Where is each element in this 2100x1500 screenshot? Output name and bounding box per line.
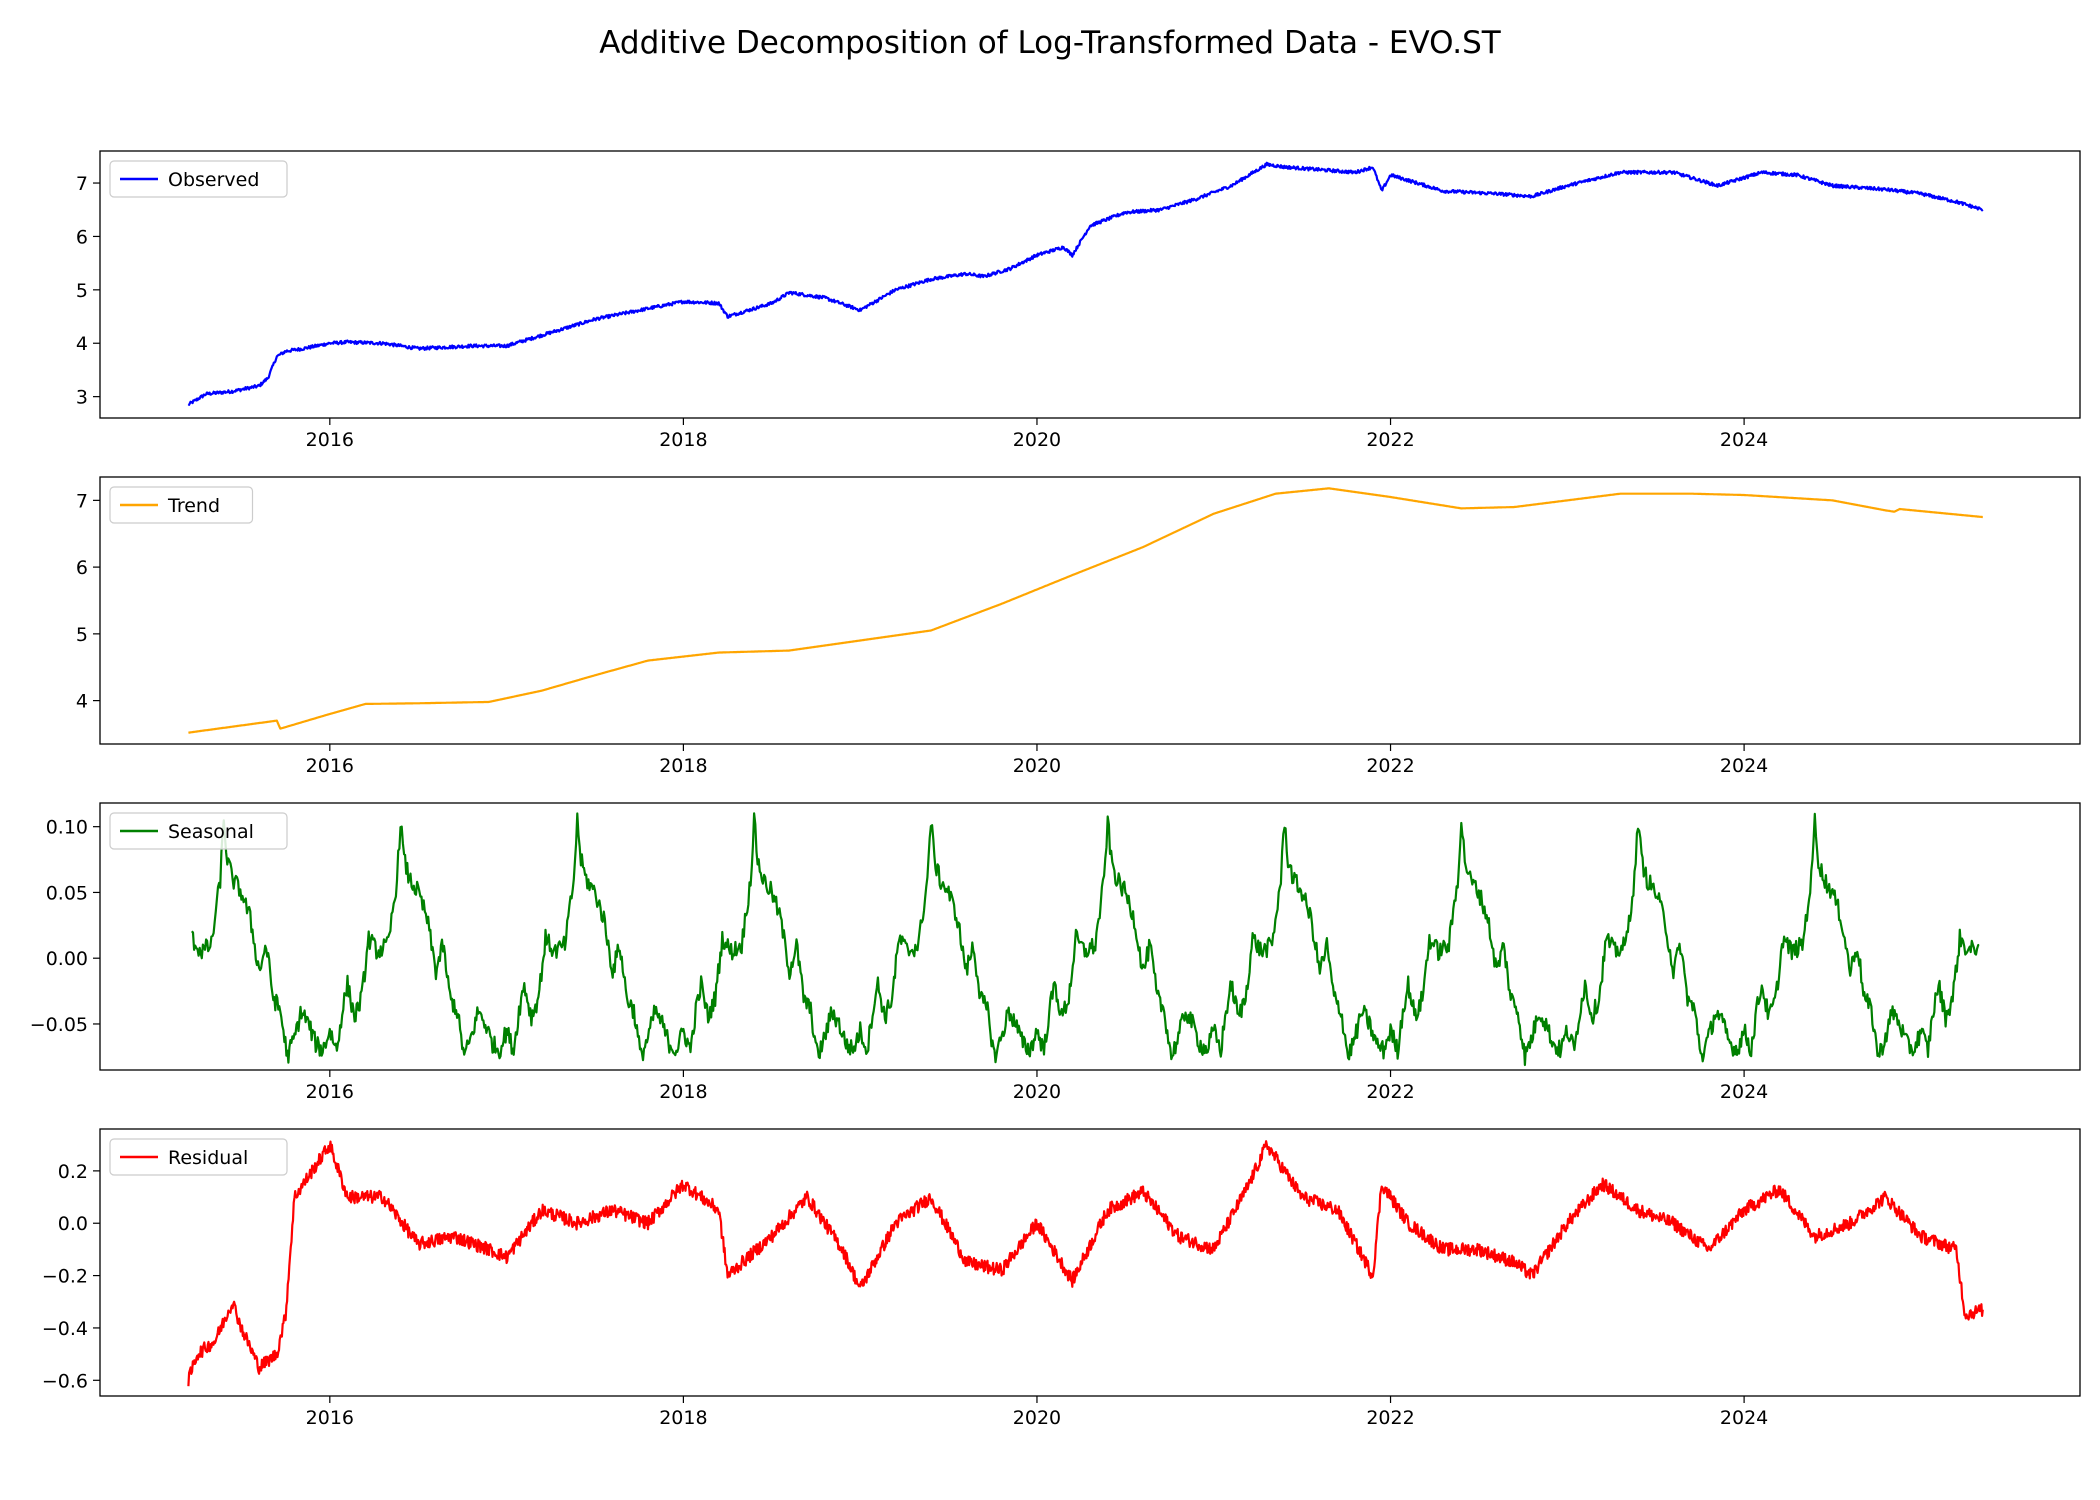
- trend-y-tick-label: 5: [76, 624, 88, 646]
- residual-y-tick-label: −0.4: [42, 1318, 88, 1340]
- seasonal-y-tick-label: 0.00: [46, 948, 88, 970]
- residual-x-tick-label: 2016: [306, 1407, 354, 1429]
- residual-axes-frame: [99, 1128, 2081, 1397]
- seasonal-x-tick-label: 2022: [1366, 1081, 1414, 1103]
- observed-y-tick-label: 4: [76, 333, 88, 355]
- trend-x-tick-label: 2020: [1013, 755, 1061, 777]
- trend-legend: Trend: [109, 486, 254, 524]
- seasonal-series-line: [191, 812, 1980, 1067]
- observed-x-tick-label: 2024: [1720, 429, 1768, 451]
- residual-x-tick-label: 2018: [659, 1407, 707, 1429]
- observed-series-line: [187, 161, 1984, 406]
- observed-y-tick-label: 7: [76, 173, 88, 195]
- seasonal-x-tick-label: 2018: [659, 1081, 707, 1103]
- residual-panel: 2016 2018 2020 2022 2024 −0.6 −0.4 −0.2 0.0 0.2 Re…: [42, 1128, 2081, 1429]
- observed-y-tick-label: 6: [76, 226, 88, 248]
- trend-x-tick-label: 2018: [659, 755, 707, 777]
- trend-x-tick-label: 2016: [306, 755, 354, 777]
- trend-y-tick-label: 4: [76, 691, 88, 713]
- seasonal-legend: Seasonal: [109, 812, 288, 850]
- residual-y-tick-label: 0.0: [58, 1213, 88, 1235]
- figure-title: Additive Decomposition of Log-Transforme…: [599, 25, 1502, 61]
- residual-legend-box: [109, 1138, 288, 1176]
- observed-panel: 2016 2018 2020 2022 2024 3 4 5 6 7 Observed: [76, 150, 2081, 451]
- observed-legend-label: Observed: [168, 169, 259, 191]
- seasonal-axes-frame: [99, 802, 2081, 1071]
- observed-x-tick-label: 2018: [659, 429, 707, 451]
- trend-y-tick-label: 7: [76, 490, 88, 512]
- seasonal-legend-label: Seasonal: [168, 821, 254, 843]
- seasonal-x-tick-label: 2016: [306, 1081, 354, 1103]
- residual-y-tick-label: −0.2: [42, 1266, 88, 1288]
- trend-x-tick-label: 2022: [1366, 755, 1414, 777]
- residual-x-tick-label: 2020: [1013, 1407, 1061, 1429]
- observed-x-tick-label: 2022: [1366, 429, 1414, 451]
- observed-y-tick-label: 3: [76, 387, 88, 409]
- seasonal-y-tick-label: −0.05: [30, 1014, 88, 1036]
- seasonal-y-tick-label: 0.05: [46, 882, 88, 904]
- trend-x-tick-label: 2024: [1720, 755, 1768, 777]
- residual-x-tick-label: 2024: [1720, 1407, 1768, 1429]
- seasonal-y-tick-label: 0.10: [46, 817, 88, 839]
- residual-x-tick-label: 2022: [1366, 1407, 1414, 1429]
- seasonal-x-tick-label: 2024: [1720, 1081, 1768, 1103]
- residual-series-line: [187, 1140, 1984, 1387]
- residual-y-tick-label: −0.6: [42, 1370, 88, 1392]
- trend-axes-frame: [99, 476, 2081, 745]
- residual-legend: Residual: [109, 1138, 288, 1176]
- trend-legend-label: Trend: [167, 495, 220, 517]
- observed-x-tick-label: 2020: [1013, 429, 1061, 451]
- observed-legend-box: [109, 160, 288, 198]
- observed-y-tick-label: 5: [76, 280, 88, 302]
- trend-y-tick-label: 6: [76, 557, 88, 579]
- observed-legend: Observed: [109, 160, 288, 198]
- trend-series-line: [188, 487, 1984, 734]
- seasonal-legend-box: [109, 812, 288, 850]
- trend-panel: 2016 2018 2020 2022 2024 4 5 6 7 Trend: [76, 476, 2081, 777]
- trend-legend-box: [109, 486, 254, 524]
- residual-legend-label: Residual: [168, 1147, 248, 1169]
- seasonal-panel: 2016 2018 2020 2022 2024 −0.05 0.00 0.05 0.10 Sea…: [30, 802, 2081, 1103]
- residual-y-tick-label: 0.2: [58, 1161, 88, 1183]
- seasonal-x-tick-label: 2020: [1013, 1081, 1061, 1103]
- observed-x-tick-label: 2016: [306, 429, 354, 451]
- observed-axes-frame: [99, 150, 2081, 419]
